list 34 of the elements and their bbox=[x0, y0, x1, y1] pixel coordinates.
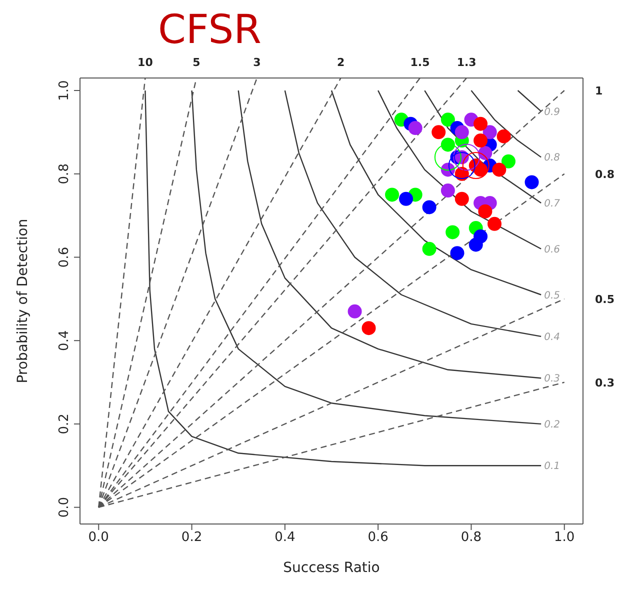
annotation: 3 bbox=[253, 56, 261, 69]
y2-tick-label: 0.5 bbox=[595, 292, 614, 306]
x-tick-label: 0.4 bbox=[274, 530, 296, 546]
annotation: 0.5 bbox=[544, 290, 560, 302]
annotation: 1.3 bbox=[456, 56, 476, 69]
annotation: 0.3 bbox=[544, 374, 560, 385]
chart-title: CFSR bbox=[157, 7, 262, 53]
y-tick-label: 0.8 bbox=[57, 164, 72, 184]
annotation: 10 bbox=[138, 56, 154, 69]
annotation: 0.6 bbox=[544, 244, 560, 256]
y2-tick-label: 0.3 bbox=[595, 376, 614, 390]
annotation: 0.4 bbox=[544, 332, 560, 343]
y2-tick-label: 0.8 bbox=[595, 168, 614, 181]
annotation: 0.9 bbox=[544, 106, 560, 118]
y-tick-label: 0.0 bbox=[57, 496, 72, 518]
annotation: 2 bbox=[336, 56, 345, 69]
y2-tick-label: 1 bbox=[595, 84, 603, 98]
x-axis-title: Success Ratio bbox=[283, 560, 380, 576]
y-tick-label: 0.6 bbox=[57, 246, 72, 268]
y-tick-label: 1.0 bbox=[57, 80, 72, 101]
annotation: 0.1 bbox=[544, 461, 560, 472]
annotation: 0.2 bbox=[544, 420, 560, 431]
annotation: 1.5 bbox=[410, 56, 430, 69]
x-tick-label: 0.2 bbox=[181, 530, 202, 546]
x-tick-label: 1.0 bbox=[554, 530, 575, 546]
x-tick-label: 0.8 bbox=[460, 530, 482, 546]
y-tick-label: 0.2 bbox=[57, 414, 72, 434]
y-tick-label: 0.4 bbox=[57, 330, 72, 351]
x-tick-label: 0.6 bbox=[368, 530, 388, 546]
annotation: 0.7 bbox=[544, 198, 561, 210]
annotation: 0.8 bbox=[544, 152, 560, 164]
annotation: 5 bbox=[192, 56, 200, 69]
y-axis-title: Probability of Detection bbox=[14, 218, 31, 384]
x-tick-label: 0.0 bbox=[88, 530, 109, 546]
